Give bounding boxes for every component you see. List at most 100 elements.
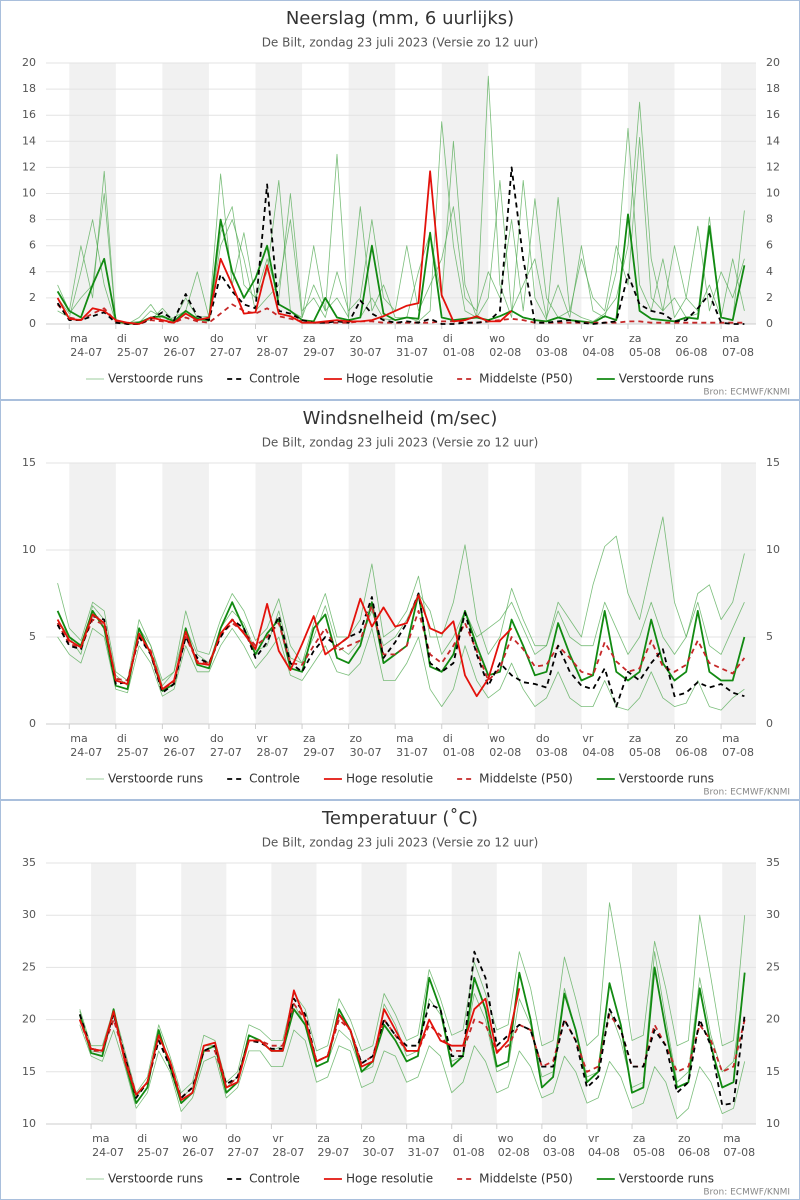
y2-tick-label: 6 <box>766 239 773 252</box>
y2-tick-label: 10 <box>766 543 780 556</box>
x-tick-label: 25-07 <box>137 1146 169 1159</box>
x-tick-label: 30-07 <box>350 746 382 759</box>
x-tick-day: wo <box>489 732 505 745</box>
x-tick-day: do <box>210 332 224 345</box>
x-tick-day: di <box>137 1132 147 1145</box>
x-tick-label: 01-08 <box>443 746 475 759</box>
x-tick-label: 05-08 <box>629 346 661 359</box>
x-tick-day: zo <box>350 332 363 345</box>
series-line <box>56 592 745 708</box>
x-tick-day: zo <box>678 1132 691 1145</box>
x-tick-label: 01-08 <box>453 1146 485 1159</box>
x-tick-day: za <box>303 732 316 745</box>
y-tick-label: 5 <box>29 630 36 643</box>
y-tick-label: 10 <box>22 187 36 200</box>
y-tick-label: 16 <box>22 108 36 121</box>
x-tick-label: 24-07 <box>70 746 102 759</box>
y-tick-label: 18 <box>22 82 36 95</box>
x-tick-day: za <box>317 1132 330 1145</box>
y-tick-label: 14 <box>22 134 36 147</box>
x-tick-day: zo <box>350 732 363 745</box>
day-band <box>632 863 678 1124</box>
chart-panel: Temperatuur (˚C) De Bilt, zondag 23 juli … <box>0 800 800 1200</box>
x-tick-label: 06-08 <box>676 746 708 759</box>
x-tick-day: vr <box>582 732 594 745</box>
series-line <box>56 213 746 325</box>
y2-tick-label: 0 <box>766 717 773 730</box>
x-tick-label: 27-07 <box>210 346 242 359</box>
series-line <box>78 988 521 1101</box>
y2-tick-label: 10 <box>766 1117 780 1130</box>
y2-tick-label: 8 <box>766 213 773 226</box>
x-tick-day: zo <box>676 332 689 345</box>
x-tick-day: di <box>453 1132 463 1145</box>
x-tick-day: di <box>443 732 453 745</box>
x-tick-label: 02-08 <box>489 746 521 759</box>
x-tick-label: 29-07 <box>303 746 335 759</box>
x-tick-day: di <box>117 732 127 745</box>
y2-tick-label: 4 <box>766 265 773 278</box>
day-band <box>91 863 137 1124</box>
y2-tick-label: 20 <box>766 56 780 69</box>
legend-label: Middelste (P50) <box>479 772 573 786</box>
member-line <box>57 127 745 325</box>
x-tick-label: 07-08 <box>722 746 754 759</box>
legend-label: Verstoorde runs <box>108 372 203 386</box>
chart-panel: Windsnelheid (m/sec) De Bilt, zondag 23 j… <box>0 400 800 800</box>
day-band <box>627 463 675 724</box>
day-band <box>181 863 227 1124</box>
chart-subtitle: De Bilt, zondag 23 juli 2023 (Versie zo … <box>262 36 539 50</box>
x-tick-day: do <box>227 1132 241 1145</box>
x-tick-label: 03-08 <box>536 346 568 359</box>
x-tick-day: do <box>536 332 550 345</box>
y2-tick-label: 14 <box>766 134 780 147</box>
x-tick-day: vr <box>272 1132 284 1145</box>
x-tick-day: ma <box>70 732 87 745</box>
chart-title: Temperatuur (˚C) <box>321 808 478 829</box>
day-band <box>69 463 116 724</box>
series-line <box>56 604 746 691</box>
x-tick-day: wo <box>489 332 505 345</box>
chart: Windsnelheid (m/sec) De Bilt, zondag 23 j… <box>22 408 790 798</box>
x-tick-label: 30-07 <box>363 1146 395 1159</box>
x-tick-day: wo <box>182 1132 198 1145</box>
legend-label: Verstoorde runs <box>619 372 714 386</box>
chart-panel: Neerslag (mm, 6 uurlijks) De Bilt, zondag… <box>0 0 800 400</box>
y-tick-label: 0 <box>29 717 36 730</box>
x-tick-label: 31-07 <box>408 1146 440 1159</box>
source: Bron: ECMWF/KNMI <box>703 388 790 398</box>
x-tick-day: zo <box>363 1132 376 1145</box>
x-tick-day: wo <box>163 732 179 745</box>
y2-tick-label: 35 <box>766 856 780 869</box>
x-tick-label: 27-07 <box>210 746 242 759</box>
x-tick-label: 31-07 <box>396 346 428 359</box>
chart-title: Neerslag (mm, 6 uurlijks) <box>286 8 514 29</box>
day-band <box>721 463 756 724</box>
y-tick-label: 15 <box>22 456 36 469</box>
x-tick-label: 24-07 <box>70 346 102 359</box>
x-tick-label: 28-07 <box>257 346 289 359</box>
y2-tick-label: 15 <box>766 456 780 469</box>
x-tick-label: 25-07 <box>117 346 149 359</box>
day-band <box>255 463 303 724</box>
legend-label: Controle <box>249 1172 300 1186</box>
y-tick-label: 20 <box>22 1013 36 1026</box>
x-tick-label: 05-08 <box>629 746 661 759</box>
legend-label: Controle <box>249 772 300 786</box>
x-tick-day: ma <box>396 332 413 345</box>
x-tick-label: 04-08 <box>582 746 614 759</box>
y2-tick-label: 10 <box>766 187 780 200</box>
y2-tick-label: 12 <box>766 160 780 173</box>
legend-label: Middelste (P50) <box>479 1172 573 1186</box>
y-tick-label: 20 <box>22 56 36 69</box>
legend-label: Middelste (P50) <box>479 372 573 386</box>
x-tick-label: 26-07 <box>182 1146 214 1159</box>
x-tick-label: 07-08 <box>722 346 754 359</box>
legend-label: Verstoorde runs <box>619 1172 714 1186</box>
x-tick-label: 31-07 <box>396 746 428 759</box>
x-tick-day: za <box>633 1132 646 1145</box>
x-tick-label: 26-07 <box>163 346 195 359</box>
member-line <box>57 593 745 687</box>
source: Bron: ECMWF/KNMI <box>703 1188 790 1198</box>
x-tick-day: di <box>117 332 127 345</box>
